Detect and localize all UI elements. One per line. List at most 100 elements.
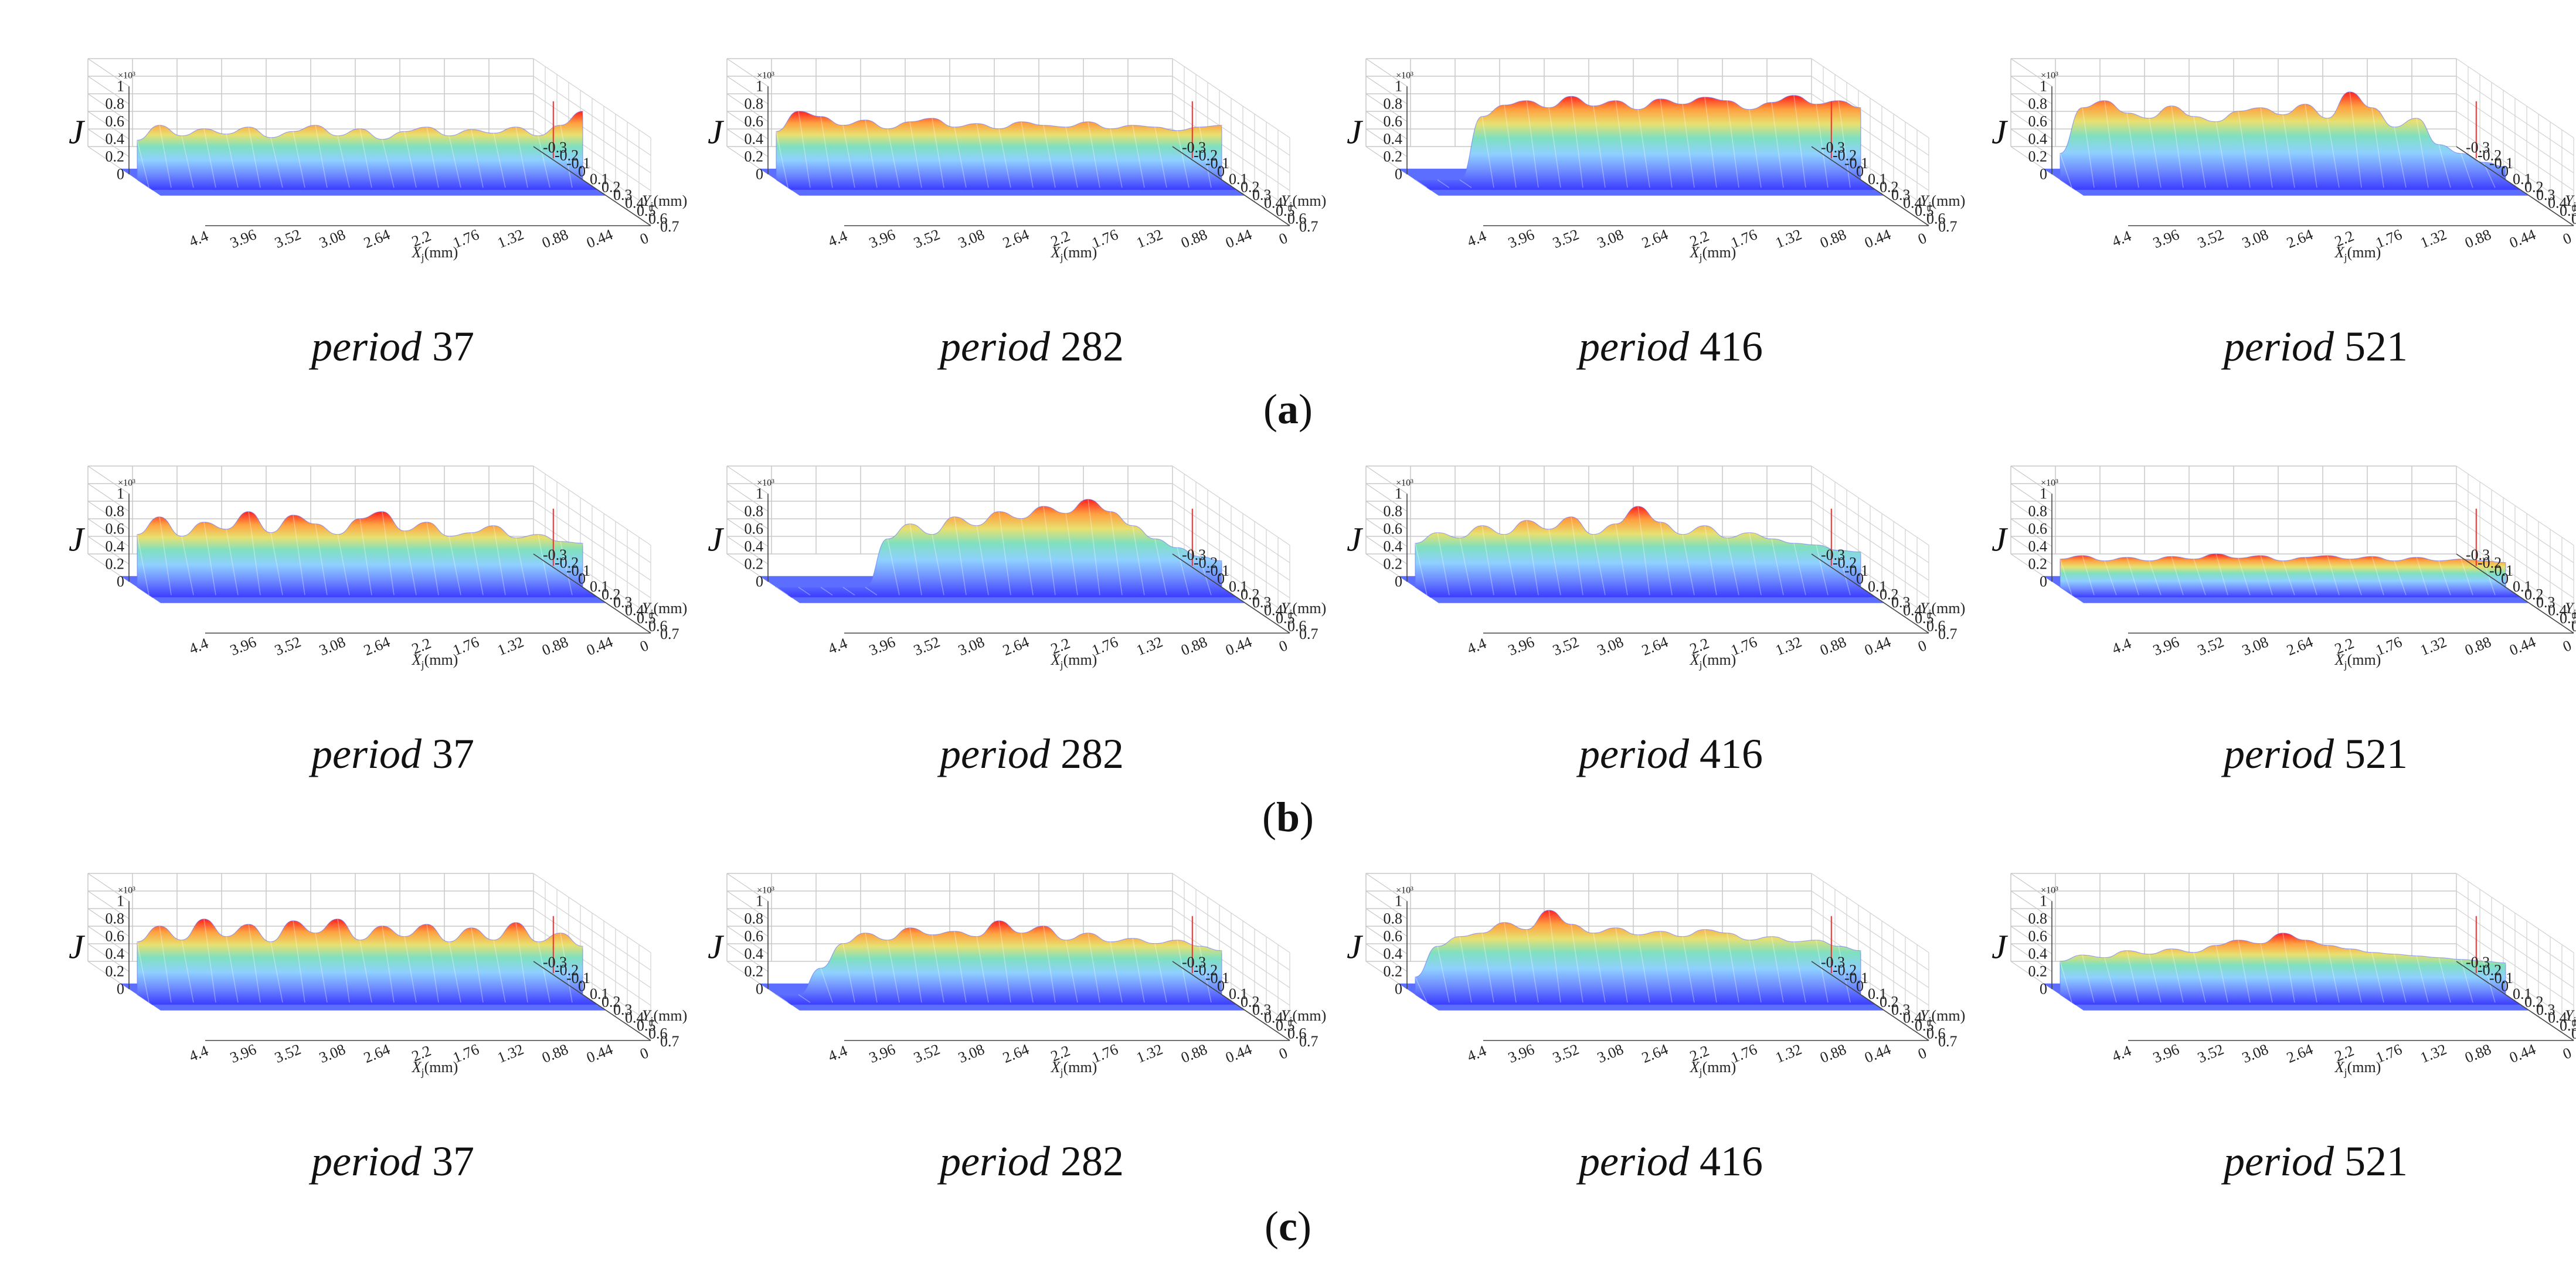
z-tick-label: 0.4 <box>1384 945 1403 962</box>
y-tick-label: 0 <box>1217 163 1225 180</box>
surface-mesh-line <box>538 135 550 188</box>
x-tick-label: 0 <box>637 229 651 248</box>
surface-mesh-line <box>1727 538 1739 596</box>
surface-mesh-line <box>1660 931 1673 1003</box>
surface-mesh-line <box>1481 525 1494 596</box>
surface-mesh-line <box>798 587 811 596</box>
surface-mesh-line <box>159 516 172 596</box>
y-tick-label: -0.3 <box>1182 954 1206 971</box>
left-wall-gridline <box>1365 518 1408 547</box>
y-tick-label: 0.6 <box>2571 618 2576 635</box>
y-tick-label: 0.7 <box>1938 625 1958 642</box>
surface-mesh-line <box>1727 100 1739 188</box>
surface-mesh-line <box>1615 523 1628 596</box>
y-tick-label: -0.3 <box>1182 546 1206 563</box>
surface-mesh-line <box>2260 555 2273 596</box>
x-axis-label: Xj(mm) <box>412 244 458 263</box>
z-tick-label: 0.2 <box>2028 555 2048 572</box>
surface-mesh-line <box>1132 525 1145 596</box>
surface-ridge <box>137 511 599 598</box>
surface-mesh-line <box>1593 534 1606 596</box>
surface-panel-b-416: 4.4 3.96 3.52 3.08 2.64 2.2 1.76 1.32 0.88 0.44 0X… <box>1347 465 1965 777</box>
y-tick-label: 0.2 <box>601 586 621 603</box>
y-tick-label: 0.6 <box>648 618 668 635</box>
surface-mesh-line <box>932 118 944 188</box>
surface-mesh-line <box>315 523 328 596</box>
z-tick-label: 0 <box>756 165 763 182</box>
x-tick-label: 3.52 <box>1550 1040 1581 1066</box>
surface-mesh-line <box>359 940 372 1003</box>
surface-ridge <box>137 919 599 1005</box>
x-tick-label: 3.96 <box>1506 633 1537 659</box>
surface-mesh-line <box>1021 933 1034 1003</box>
x-tick-label: 2.64 <box>361 226 392 251</box>
y-tick-label: 0.1 <box>1868 985 1887 1002</box>
x-tick-label: 1.32 <box>2418 633 2449 659</box>
z-tick-label: 0.6 <box>2028 520 2048 537</box>
surface-mesh-line <box>1504 534 1517 596</box>
surface-mesh-line <box>887 940 900 1003</box>
x-tick-label: 1.32 <box>2418 1040 2449 1066</box>
surface-mesh-line <box>932 534 944 596</box>
y-tick-label: 0.4 <box>625 602 644 619</box>
surface-mesh-line <box>842 587 855 596</box>
y-tick-label: 0.3 <box>1252 186 1272 203</box>
left-wall-gridline <box>87 501 130 529</box>
x-tick-label: 3.08 <box>1595 633 1626 659</box>
left-wall-gridline <box>1365 553 1408 582</box>
y-tick-label: 0.3 <box>1252 1001 1272 1018</box>
y-tick-label: 0.6 <box>648 210 668 227</box>
surface-mesh-line <box>776 587 789 596</box>
y-tick-label: -0.2 <box>1833 962 1857 979</box>
y-tick-label: 0.2 <box>2524 586 2544 603</box>
surface-mesh-line <box>493 940 506 1003</box>
y-tick-label: 0.1 <box>1229 985 1248 1002</box>
row-label-c: (c) <box>1265 1203 1311 1250</box>
y-tick-label: 0.5 <box>637 1017 656 1034</box>
y-tick-label: 0.3 <box>2536 186 2555 203</box>
x-tick-label: 0 <box>637 637 651 655</box>
surface-mesh-line <box>515 127 528 188</box>
z-tick-label: 0 <box>2040 165 2047 182</box>
y-tick-label: 0.5 <box>637 610 656 627</box>
x-tick-label: 2.64 <box>2284 226 2315 251</box>
surface-mesh-line <box>1065 940 1078 1003</box>
surface-mesh-line <box>932 934 944 1003</box>
surface-mesh-line <box>1816 104 1829 188</box>
y-tick-label: -0.1 <box>566 970 590 987</box>
z-scale-label: ×10³ <box>2041 70 2058 80</box>
z-tick-label: 1 <box>1395 892 1402 909</box>
x-tick-label: 3.08 <box>1595 1040 1626 1066</box>
x-tick-label: 3.96 <box>866 226 898 251</box>
x-tick-label: 3.96 <box>866 1040 898 1066</box>
left-wall-gridline <box>726 926 769 954</box>
left-wall-gridline <box>726 873 769 902</box>
y-tick-label: 0.1 <box>1868 578 1887 595</box>
surface-mesh-line <box>493 133 506 188</box>
surface-mesh-line <box>1838 550 1851 596</box>
period-caption: period 37 <box>308 1138 474 1185</box>
z-tick-label: 0.8 <box>745 502 764 519</box>
x-tick-label: 0.44 <box>1862 1040 1893 1066</box>
z-tick-label: 0.6 <box>745 927 764 944</box>
z-tick-label: 1 <box>756 485 763 502</box>
left-wall-gridline <box>1365 128 1408 157</box>
period-caption: period 416 <box>1576 1138 1763 1185</box>
surface-mesh-line <box>404 936 417 1003</box>
surface-mesh-line <box>293 920 305 1003</box>
y-tick-label: 0.7 <box>1299 625 1318 642</box>
x-tick-label: 3.52 <box>2195 226 2226 251</box>
surface-mesh-line <box>1548 529 1561 596</box>
surface-mesh-line <box>1793 95 1806 188</box>
left-wall-gridline <box>2010 76 2052 104</box>
left-wall-gridline <box>87 111 130 140</box>
y-axis-label: Yj(mm) <box>2565 192 2576 212</box>
surface-mesh-line <box>159 125 172 188</box>
surface-mesh-line <box>1526 100 1539 188</box>
y-axis-line <box>1811 553 1929 634</box>
left-wall-gridline <box>87 908 130 937</box>
surface-mesh-line <box>1065 513 1078 596</box>
surface-panel-a-521: 4.4 3.96 3.52 3.08 2.64 2.2 1.76 1.32 0.88 0.44 0X… <box>1992 58 2576 370</box>
surface-panel-c-37: 4.4 3.96 3.52 3.08 2.64 2.2 1.76 1.32 0.88 0.44 0X… <box>69 873 687 1185</box>
x-tick-label: 3.08 <box>2239 633 2271 659</box>
